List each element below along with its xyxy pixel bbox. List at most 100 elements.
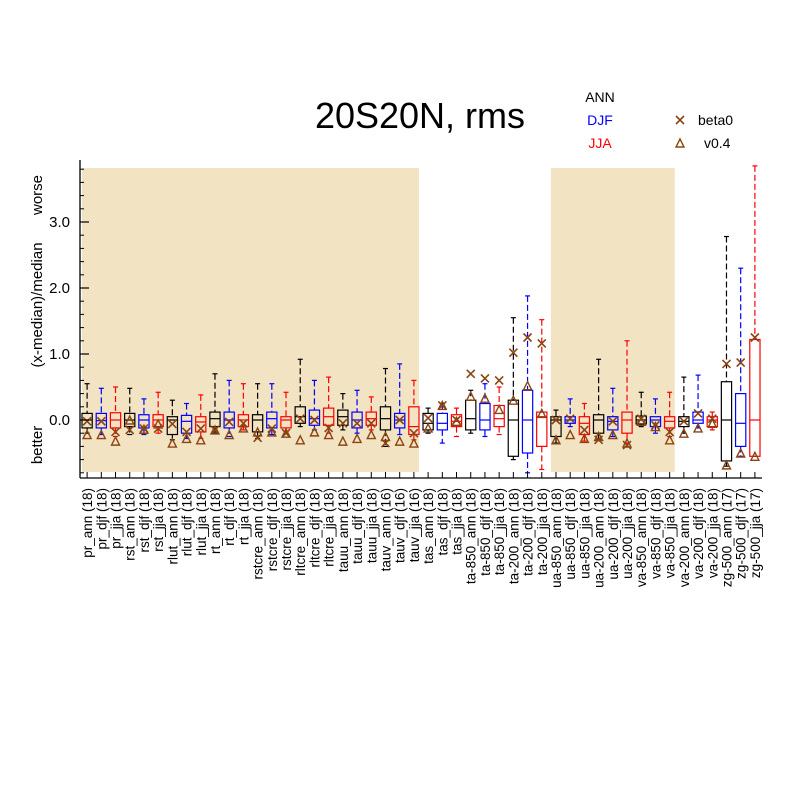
- marker-v04: [536, 407, 547, 419]
- x-tick-label: tauu_ann (18): [336, 488, 351, 572]
- marker-v04: [295, 434, 306, 445]
- box-item: [706, 411, 718, 431]
- y-tick-label: 0.0: [49, 412, 70, 429]
- box-item: [365, 396, 377, 440]
- marker-v04: [408, 437, 420, 448]
- marker-v04: [636, 415, 647, 427]
- marker-beta0: [295, 414, 305, 424]
- x-tick-label: rt_jja (18): [236, 488, 251, 545]
- box-item: [720, 235, 733, 470]
- marker-v04: [153, 418, 164, 429]
- marker-beta0: [480, 373, 490, 383]
- x-tick-label: ua-850_ann (18): [549, 488, 564, 588]
- box-iqr: [308, 409, 321, 426]
- x-tick-label: tauv_djf (16): [393, 488, 408, 563]
- marker-beta0: [494, 375, 504, 385]
- box-iqr: [450, 414, 463, 428]
- x-tick-label: ta-850_ann (18): [464, 488, 479, 584]
- marker-beta0: [96, 416, 106, 426]
- marker-v04: [522, 380, 533, 391]
- box-iqr: [408, 406, 420, 436]
- marker-v04: [337, 435, 348, 446]
- x-tick-label: pr_ann (18): [80, 488, 95, 558]
- marker-v04: [224, 428, 235, 440]
- marker-beta0: [224, 417, 234, 427]
- box-item: [166, 399, 179, 448]
- marker-v04: [238, 422, 249, 433]
- y-tick-label: 1.0: [49, 346, 70, 363]
- legend: ANN DJF JJA beta0 v0.4: [585, 89, 733, 151]
- marker-v04: [621, 437, 633, 448]
- box-iqr: [621, 411, 633, 434]
- x-tick-label: tauv_ann (16): [378, 488, 393, 571]
- marker-v04: [465, 390, 476, 401]
- box-iqr: [195, 416, 207, 433]
- box-item: [280, 391, 292, 438]
- marker-beta0: [736, 358, 746, 368]
- marker-beta0: [679, 416, 689, 426]
- box-item: [465, 369, 477, 434]
- marker-beta0: [309, 415, 320, 425]
- marker-v04: [309, 426, 320, 437]
- legend-marker-x-icon: [675, 115, 685, 125]
- marker-v04: [124, 414, 135, 425]
- box-iqr: [749, 338, 761, 457]
- legend-season-ann: ANN: [585, 89, 615, 105]
- x-tick-label: pr_djf (18): [94, 488, 109, 550]
- box-iqr: [436, 412, 449, 431]
- marker-beta0: [693, 408, 703, 418]
- chart-title: 20S20N, rms: [315, 95, 525, 136]
- box-iqr: [479, 402, 491, 431]
- x-tick-label: tauu_djf (18): [350, 488, 365, 564]
- box-iqr: [493, 404, 505, 428]
- x-tick-label: rstcre_jja (18): [279, 488, 294, 571]
- marker-v04: [721, 459, 732, 470]
- box-item: [635, 391, 647, 428]
- marker-v04: [366, 428, 377, 440]
- y-axis-label: (x-median)/median: [29, 242, 46, 367]
- x-tick-label: zg-500_djf (17): [734, 488, 749, 579]
- x-tick-label: ta-850_jja (18): [492, 488, 507, 575]
- box-iqr: [663, 416, 676, 429]
- marker-v04: [437, 399, 448, 411]
- marker-beta0: [110, 427, 121, 437]
- box-item: [322, 376, 335, 440]
- x-tick-label: tas_jja (18): [450, 488, 465, 555]
- box-item: [507, 317, 520, 461]
- x-tick-label: va-850_jja (18): [663, 488, 678, 578]
- x-tick-label: rlut_ann (18): [165, 488, 180, 565]
- x-tick-label: rlut_djf (18): [180, 488, 195, 556]
- box-item: [479, 373, 491, 438]
- y-tick-label: 3.0: [49, 214, 70, 231]
- x-tick-label: pr_jja (18): [109, 488, 124, 549]
- box-iqr: [294, 406, 306, 424]
- box-iqr: [166, 416, 179, 436]
- box-item: [521, 295, 534, 474]
- x-tick-label: va-850_ann (18): [634, 488, 649, 587]
- x-tick-label: rltcre_djf (18): [307, 488, 322, 568]
- marker-v04: [380, 430, 391, 442]
- box-item: [209, 373, 221, 435]
- x-tick-label: zg-500_jja (17): [748, 488, 763, 578]
- marker-beta0: [551, 415, 561, 425]
- x-tick-label: rt_ann (18): [208, 488, 223, 554]
- marker-v04: [508, 394, 519, 405]
- category-labels: pr_ann (18) pr_djf (18) pr_jja (18) rst_ann…: [80, 488, 763, 588]
- marker-v04: [422, 422, 434, 433]
- marker-v04: [394, 435, 405, 446]
- box-iqr: [734, 393, 747, 448]
- marker-v04: [607, 428, 618, 440]
- marker-v04: [664, 434, 675, 445]
- x-tick-label: va-200_djf (18): [691, 488, 706, 579]
- box-iqr: [393, 412, 406, 429]
- box-item: [393, 363, 406, 446]
- box-iqr: [251, 414, 264, 433]
- marker-v04: [479, 392, 491, 403]
- box-item: [124, 387, 136, 436]
- box-item: [294, 358, 306, 445]
- marker-v04: [195, 434, 206, 445]
- box-iqr: [720, 381, 733, 462]
- marker-v04: [749, 450, 761, 461]
- legend-marker-v04: v0.4: [704, 135, 731, 151]
- box-item: [536, 319, 548, 471]
